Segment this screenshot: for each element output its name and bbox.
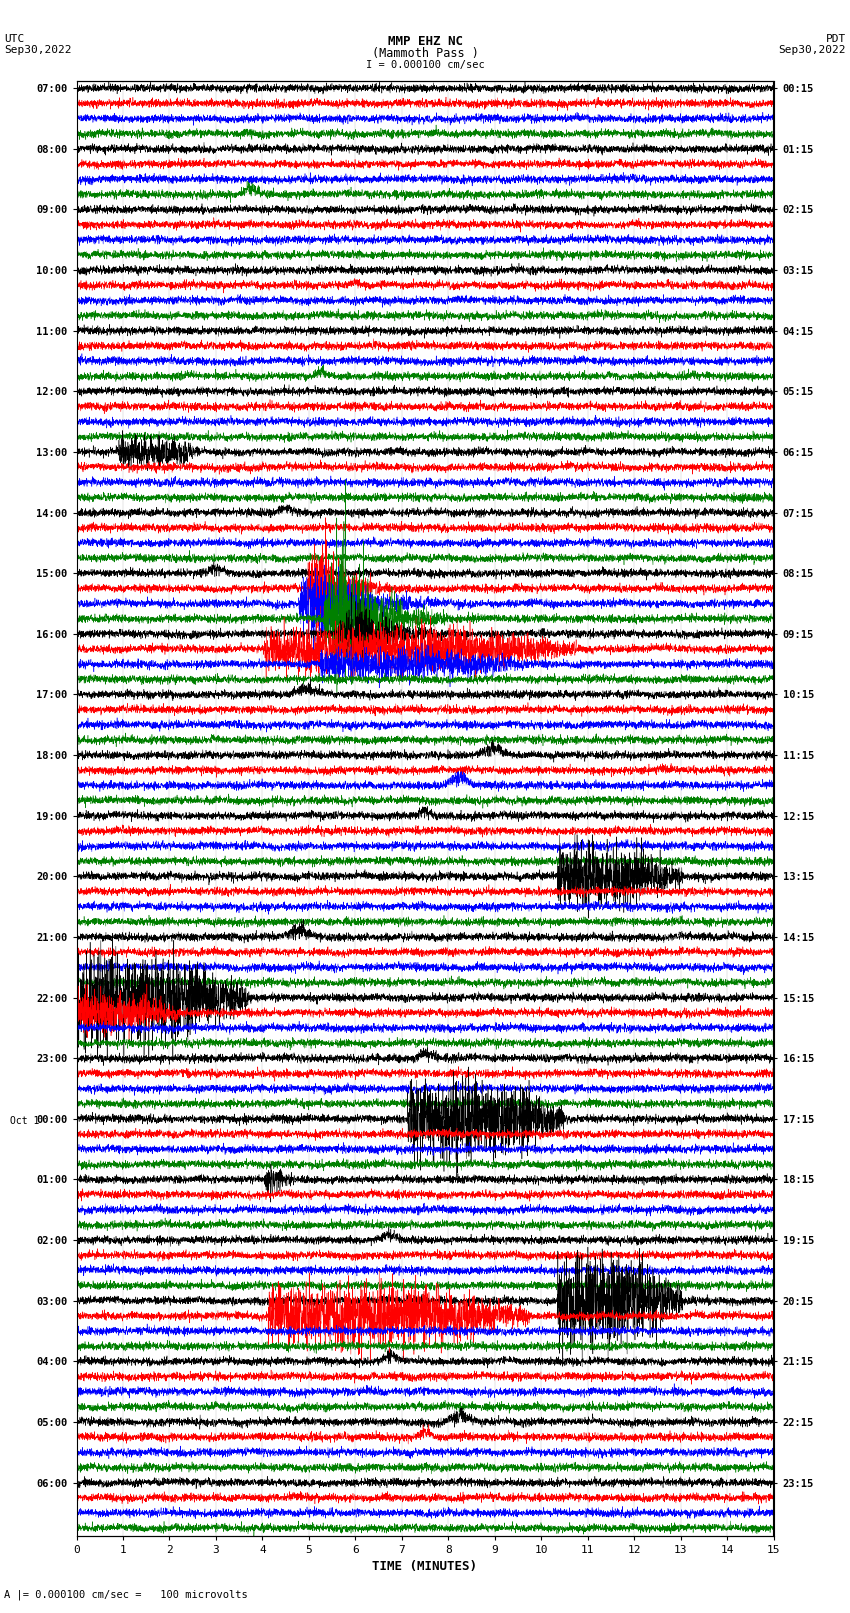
Text: PDT: PDT xyxy=(825,34,846,44)
Text: A |= 0.000100 cm/sec =   100 microvolts: A |= 0.000100 cm/sec = 100 microvolts xyxy=(4,1589,248,1600)
Text: UTC: UTC xyxy=(4,34,25,44)
Text: I = 0.000100 cm/sec: I = 0.000100 cm/sec xyxy=(366,60,484,69)
Text: MMP EHZ NC: MMP EHZ NC xyxy=(388,35,462,48)
X-axis label: TIME (MINUTES): TIME (MINUTES) xyxy=(372,1560,478,1573)
Text: Sep30,2022: Sep30,2022 xyxy=(779,45,846,55)
Text: Sep30,2022: Sep30,2022 xyxy=(4,45,71,55)
Text: Oct 1: Oct 1 xyxy=(10,1116,39,1126)
Text: (Mammoth Pass ): (Mammoth Pass ) xyxy=(371,47,479,60)
